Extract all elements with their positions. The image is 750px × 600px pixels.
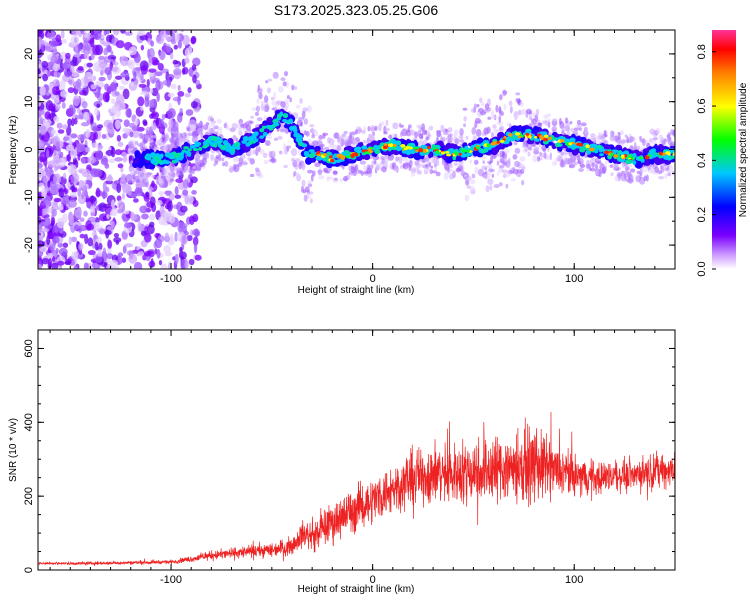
- snr-ticks: -100 0 100 0 200 400 600: [23, 329, 676, 586]
- spectrogram-y-tick-label: 20: [23, 48, 35, 60]
- snr-frame: [37, 329, 676, 571]
- chart-title: S173.2025.323.05.25.G06: [274, 2, 438, 18]
- snr-y-tick-label: 400: [23, 413, 35, 431]
- spectrogram-y-axis-label: Frequency (Hz): [8, 116, 19, 185]
- colorbar-label: Normalized spectral amplitude: [738, 82, 749, 217]
- colorbar-tick-label: 0.2: [696, 207, 708, 222]
- colorbar-tick-label: 0.0: [696, 261, 708, 276]
- colorbar-gradient: [712, 30, 736, 269]
- spectrogram-y-tick-label: 0: [23, 146, 35, 152]
- snr-y-tick-label: 600: [23, 339, 35, 357]
- snr-series-line: [38, 411, 675, 566]
- colorbar: 0.0 0.2 0.4 0.6 0.8 Normalized spectral ampl…: [696, 30, 749, 277]
- spectrogram-x-tick-label: 100: [565, 273, 583, 285]
- colorbar-tick-label: 0.4: [696, 153, 708, 168]
- spectrogram-y-tick-label: -10: [23, 189, 35, 205]
- snr-panel: -100 0 100 0 200 400 600 Height of straight li…: [8, 329, 676, 595]
- colorbar-tick-label: 0.6: [696, 98, 708, 113]
- spectrogram-x-tick-label: 0: [370, 273, 376, 285]
- snr-x-tick-label: 100: [565, 574, 583, 586]
- spectrogram-y-tick-label: 10: [23, 96, 35, 108]
- snr-x-tick-label: 0: [370, 574, 376, 586]
- spectrogram-heatmap: [38, 30, 675, 269]
- spectrogram-x-axis-label: Height of straight line (km): [298, 285, 415, 296]
- snr-y-axis-label: SNR (10 * v/v): [8, 418, 19, 482]
- snr-x-axis-label: Height of straight line (km): [298, 584, 415, 595]
- snr-y-tick-label: 200: [23, 487, 35, 505]
- snr-y-tick-label: 0: [23, 567, 35, 573]
- spectrogram-y-tick-label: -20: [23, 237, 35, 253]
- snr-x-tick-label: -100: [160, 574, 182, 586]
- colorbar-tick-label: 0.8: [696, 44, 708, 59]
- colorbar-ticks: 0.0 0.2 0.4 0.6 0.8: [696, 44, 716, 277]
- spectrogram-x-tick-label: -100: [160, 273, 182, 285]
